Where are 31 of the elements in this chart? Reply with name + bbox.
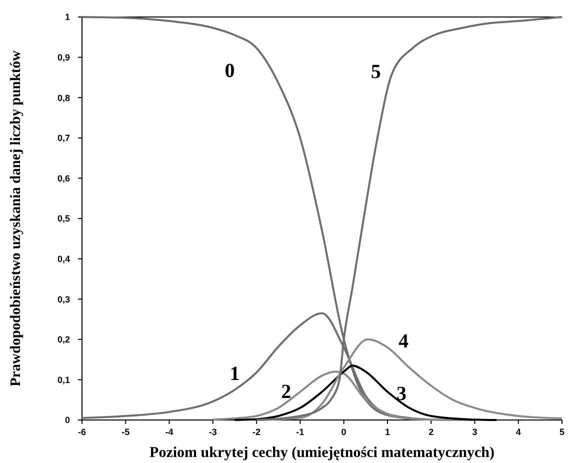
y-tick-label: 0,2 — [57, 334, 70, 345]
x-tick-label: 2 — [428, 427, 434, 437]
series-label: 2 — [281, 380, 292, 403]
y-tick-label: 0,8 — [57, 92, 70, 103]
series-label: 3 — [396, 382, 406, 405]
series-label: 1 — [230, 362, 240, 385]
x-tick-label: 0 — [341, 427, 346, 437]
y-tick-label: 1 — [64, 12, 70, 22]
series-label: 0 — [224, 60, 235, 82]
x-tick-label: 1 — [384, 427, 390, 437]
y-tick-label: 0,4 — [57, 254, 70, 264]
x-tick-label: 5 — [559, 427, 565, 437]
y-tick-label: 0,9 — [57, 52, 70, 62]
y-tick-label: 0,1 — [57, 374, 70, 385]
x-tick-label: 3 — [472, 427, 478, 437]
y-tick-label: 0,6 — [57, 173, 70, 184]
x-tick-label: 4 — [516, 427, 521, 437]
x-tick-label: -2 — [252, 427, 261, 437]
y-tick-label: 0,7 — [57, 133, 70, 144]
x-tick-label: -1 — [296, 427, 304, 437]
series-label: 4 — [398, 330, 408, 352]
y-axis-title: Prawdopodobieństwo uzyskania danej liczby punktów — [8, 50, 24, 386]
y-tick-label: 0,3 — [57, 294, 70, 304]
x-axis-title: Poziom ukrytej cechy (umiejętności matematycznych) — [150, 445, 494, 461]
y-tick-label: 0 — [64, 415, 70, 426]
y-tick-label: 0,5 — [57, 214, 70, 224]
series-label: 5 — [370, 61, 381, 84]
x-tick-label: -4 — [165, 427, 174, 437]
x-tick-label: -5 — [122, 427, 130, 437]
x-tick-label: -3 — [208, 427, 217, 437]
x-tick-label: -6 — [78, 427, 86, 437]
